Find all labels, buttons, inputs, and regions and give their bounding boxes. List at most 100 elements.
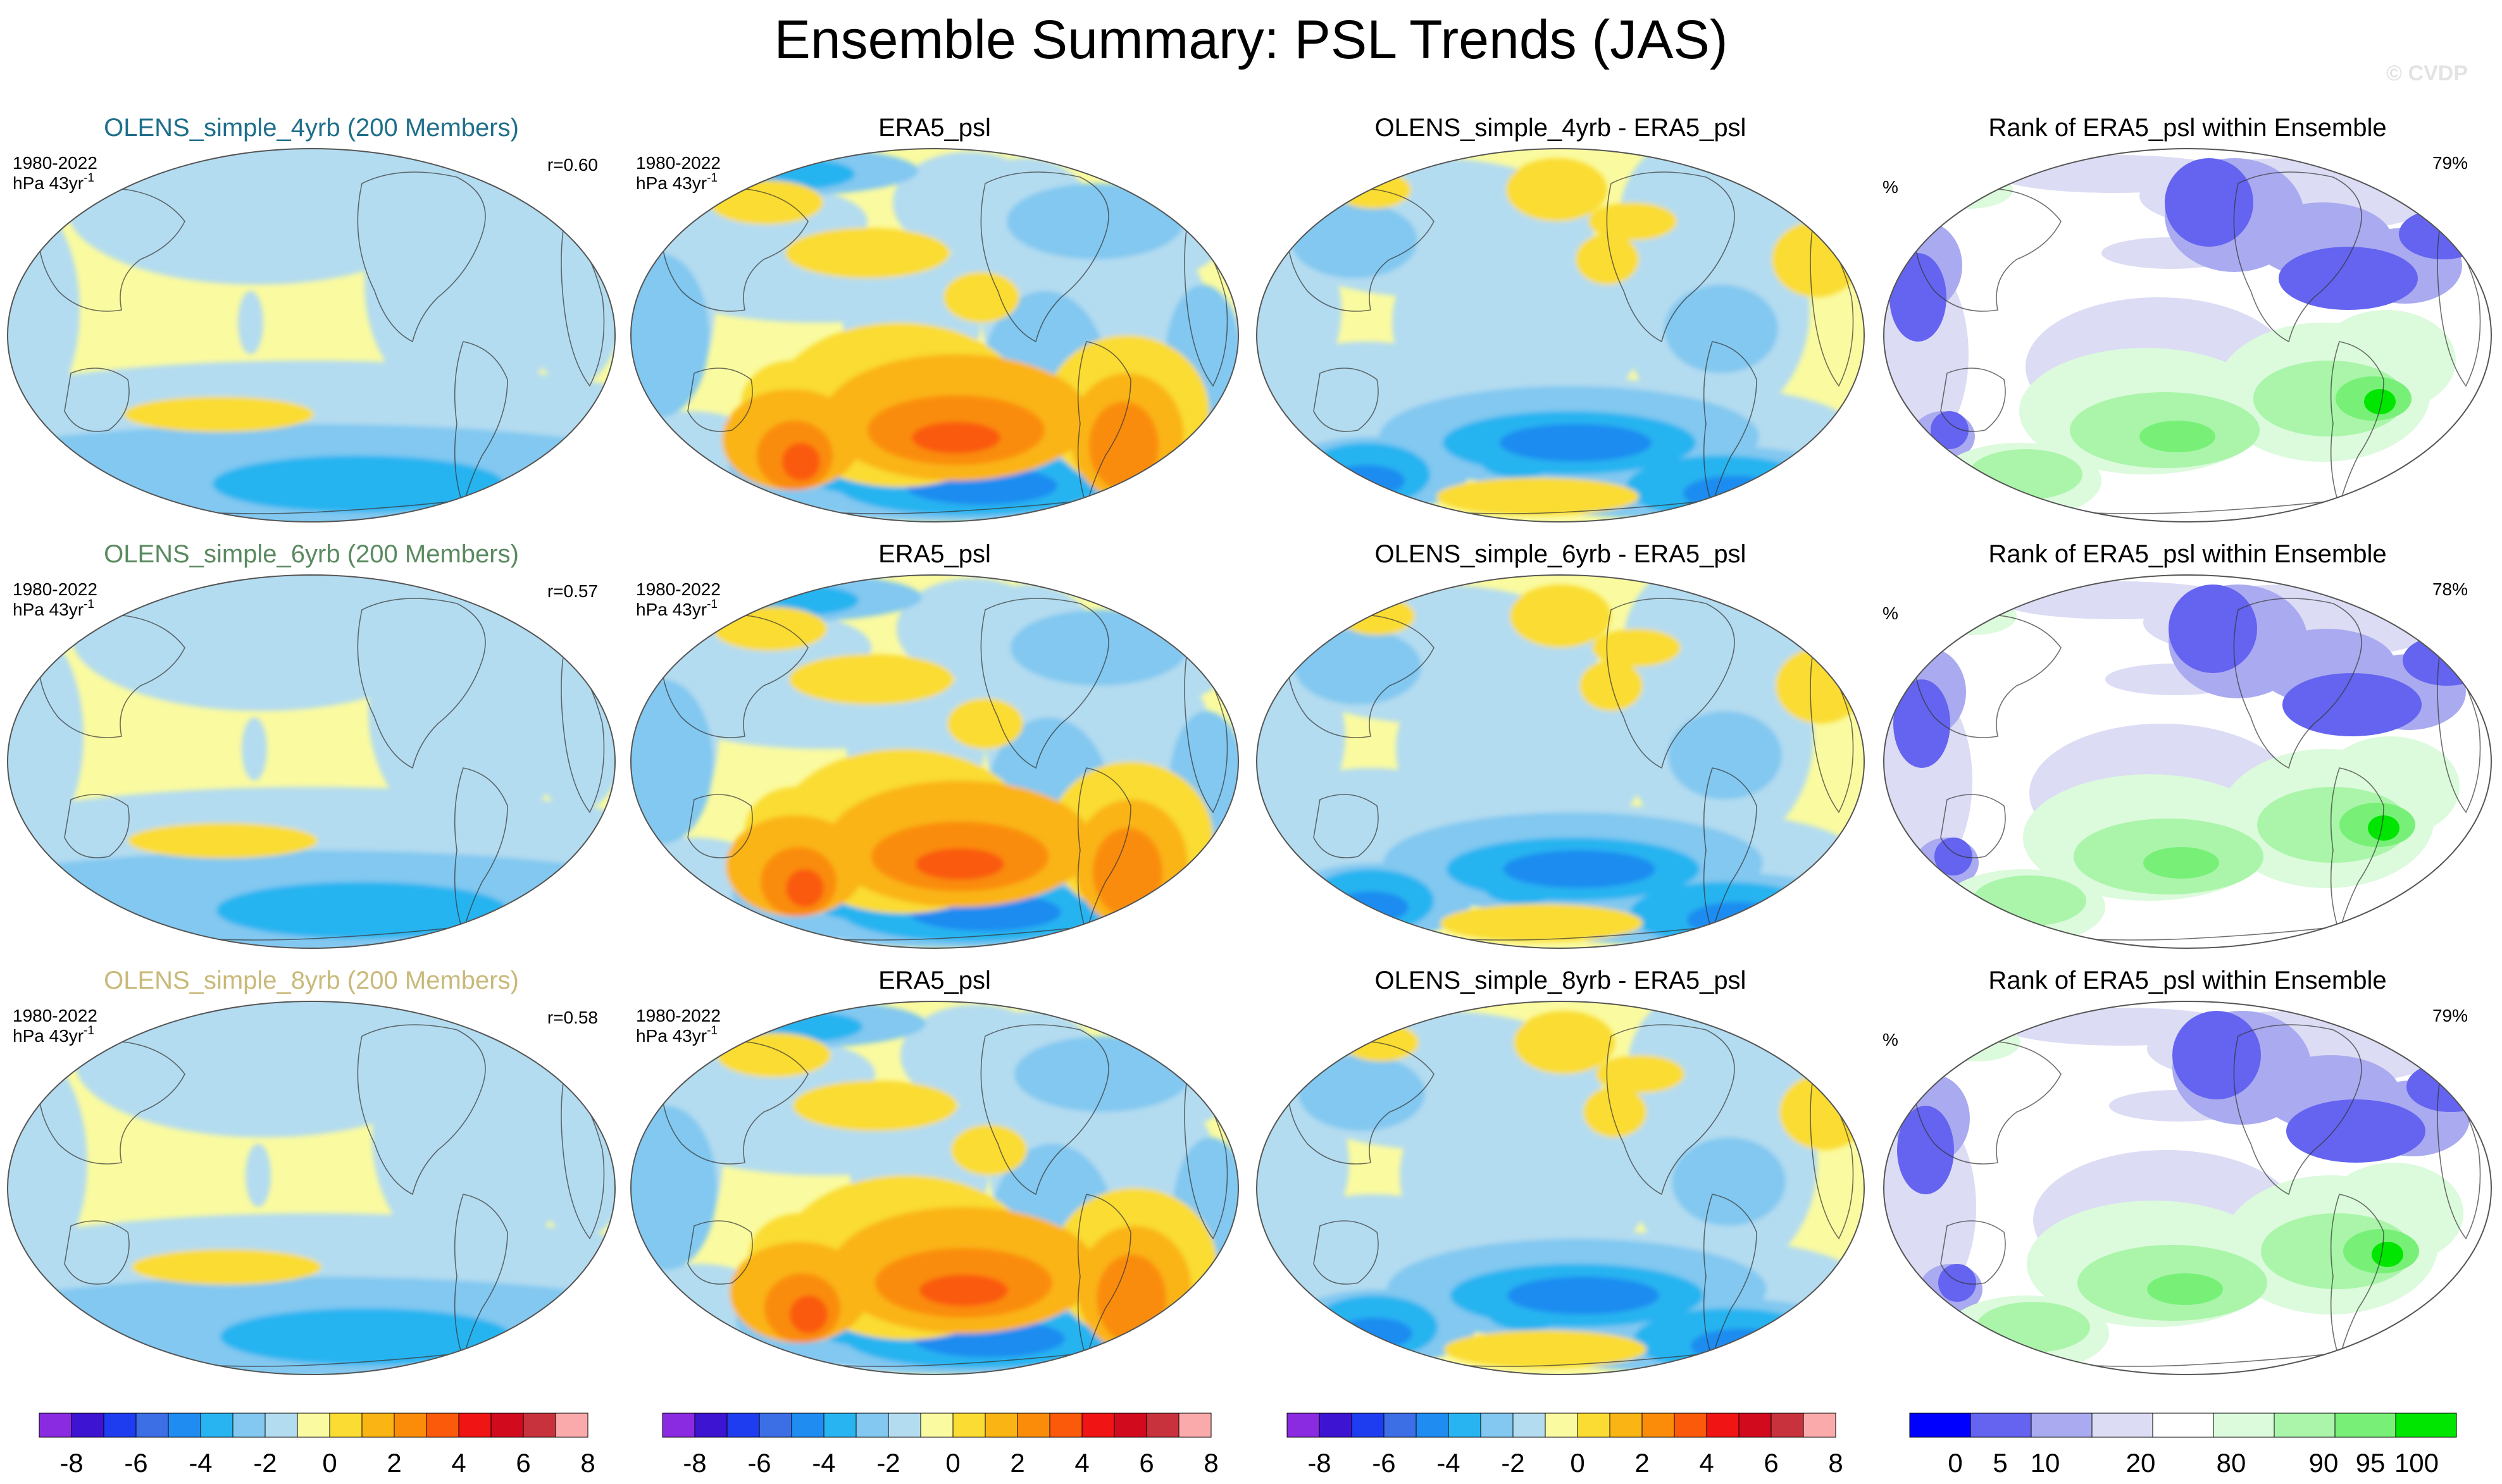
colorbar-swatch [2334, 1413, 2396, 1438]
map-ens-row1 [7, 148, 616, 522]
diff-title-row2: OLENS_simple_6yrb - ERA5_psl [1375, 540, 1746, 568]
trend-colorbar-2: -8 -6 -4 -2 0 2 4 6 8 [662, 1413, 1219, 1478]
colorbar-swatch [1609, 1413, 1643, 1438]
colorbar-swatch [103, 1413, 137, 1438]
period-label-obs-row3: 1980-2022 [636, 1006, 721, 1025]
colorbar-swatch [823, 1413, 857, 1438]
colorbar-swatch [2091, 1413, 2153, 1438]
period-label-ens-row3: 1980-2022 [13, 1006, 97, 1025]
colorbar-swatch [2274, 1413, 2336, 1438]
map-diff-row3 [1256, 1001, 1865, 1375]
colorbar-swatch [1771, 1413, 1804, 1438]
colorbar-swatch [856, 1413, 889, 1438]
colorbar-swatch [1480, 1413, 1514, 1438]
colorbar-swatch [1641, 1413, 1675, 1438]
colorbar-tick-label: -8 [683, 1448, 706, 1478]
rank-percent-row2: 78% [2432, 579, 2468, 599]
colorbar-swatch [555, 1413, 588, 1438]
colorbar-swatch [394, 1413, 427, 1438]
colorbar-tick-label: 6 [1139, 1448, 1154, 1478]
units-label-obs-row1: hPa 43yr-1 [636, 171, 718, 193]
colorbar-tick-label: 80 [2217, 1448, 2246, 1478]
colorbar-tick-label: 0 [322, 1448, 337, 1478]
units-label-obs-row3: hPa 43yr-1 [636, 1024, 718, 1046]
colorbar-swatch [200, 1413, 233, 1438]
colorbar-swatch [39, 1413, 72, 1438]
rank-colorbar: 0 5 10 20 80 90 95 100 [1909, 1413, 2457, 1478]
colorbar-swatch [888, 1413, 921, 1438]
colorbar-swatch [920, 1413, 954, 1438]
colorbar-tick-label: 4 [1699, 1448, 1714, 1478]
colorbar-swatch [1909, 1413, 1971, 1438]
colorbar-tick-label: 10 [2031, 1448, 2060, 1478]
colorbar-swatch [1178, 1413, 1212, 1438]
colorbar-swatch [1351, 1413, 1385, 1438]
colorbar-swatch [1512, 1413, 1546, 1438]
colorbar-swatch [1049, 1413, 1083, 1438]
colorbar-swatch [1286, 1413, 1320, 1438]
percent-label-row2: % [1883, 603, 1898, 623]
colorbar-swatch [1674, 1413, 1707, 1438]
colorbar-tick-label: -8 [1307, 1448, 1331, 1478]
rank-percent-row3: 79% [2432, 1006, 2468, 1025]
colorbar-swatch [1577, 1413, 1610, 1438]
colorbar-swatch [726, 1413, 760, 1438]
units-label-obs-row2: hPa 43yr-1 [636, 598, 718, 619]
rank-percent-row1: 79% [2432, 153, 2468, 173]
colorbar-tick-label: 4 [451, 1448, 466, 1478]
units-label-ens-row3: hPa 43yr-1 [13, 1024, 94, 1046]
colorbar-swatch [1448, 1413, 1481, 1438]
colorbar-swatch [1114, 1413, 1147, 1438]
colorbar-tick-label: 0 [945, 1448, 960, 1478]
diff-title-row1: OLENS_simple_4yrb - ERA5_psl [1375, 114, 1746, 142]
colorbar-swatch [1706, 1413, 1740, 1438]
obs-title-row1: ERA5_psl [878, 114, 991, 142]
map-obs-row1 [630, 148, 1239, 522]
rank-title-row1: Rank of ERA5_psl within Ensemble [1988, 114, 2386, 142]
colorbar-swatch [458, 1413, 492, 1438]
colorbar-tick-label: 100 [2394, 1448, 2439, 1478]
colorbar-swatch [1383, 1413, 1417, 1438]
colorbar-tick-label: -2 [1501, 1448, 1524, 1478]
map-diff-row1 [1256, 148, 1865, 522]
colorbar-swatch [135, 1413, 169, 1438]
colorbar-tick-label: -2 [876, 1448, 900, 1478]
trend-colorbar-3: -8 -6 -4 -2 0 2 4 6 8 [1286, 1413, 1843, 1478]
colorbar-swatch [2031, 1413, 2093, 1438]
colorbar-swatch [361, 1413, 395, 1438]
period-label-ens-row2: 1980-2022 [13, 579, 97, 599]
colorbar-swatch [1146, 1413, 1179, 1438]
colorbar-tick-label: 8 [1828, 1448, 1843, 1478]
colorbar-tick-label: 2 [1634, 1448, 1649, 1478]
ensemble-title-row2: OLENS_simple_6yrb (200 Members) [104, 540, 519, 568]
colorbar-tick-label: 95 [2356, 1448, 2386, 1478]
rank-title-row3: Rank of ERA5_psl within Ensemble [1988, 967, 2386, 994]
colorbar-tick-label: -6 [747, 1448, 771, 1478]
ensemble-title-row3: OLENS_simple_8yrb (200 Members) [104, 967, 519, 994]
percent-label-row3: % [1883, 1030, 1898, 1049]
colorbar-swatch [662, 1413, 695, 1438]
colorbar-swatch [759, 1413, 792, 1438]
colorbar-tick-label: 0 [1948, 1448, 1962, 1478]
colorbar-swatch [490, 1413, 524, 1438]
map-rank-row1 [1883, 148, 2492, 522]
colorbar-swatch [2152, 1413, 2214, 1438]
rank-title-row2: Rank of ERA5_psl within Ensemble [1988, 540, 2386, 568]
colorbar-swatch [1017, 1413, 1050, 1438]
units-label-ens-row1: hPa 43yr-1 [13, 171, 94, 193]
colorbar-swatch [1970, 1413, 2032, 1438]
map-diff-row2 [1256, 574, 1865, 949]
cvdp-watermark: © CVDP [2386, 61, 2468, 85]
map-ens-row2 [7, 574, 616, 949]
colorbar-swatch [2395, 1413, 2457, 1438]
pattern-correlation-row3: r=0.58 [547, 1008, 598, 1027]
period-label-obs-row2: 1980-2022 [636, 579, 721, 599]
colorbar-tick-label: 8 [1204, 1448, 1218, 1478]
trend-colorbar-1: -8 -6 -4 -2 0 2 4 6 8 [39, 1413, 595, 1478]
colorbar-tick-label: -4 [189, 1448, 212, 1478]
colorbar-swatch [71, 1413, 104, 1438]
colorbar-swatch [1416, 1413, 1449, 1438]
colorbar-swatch [2213, 1413, 2275, 1438]
percent-label-row1: % [1883, 177, 1898, 197]
colorbar-swatch [1081, 1413, 1115, 1438]
